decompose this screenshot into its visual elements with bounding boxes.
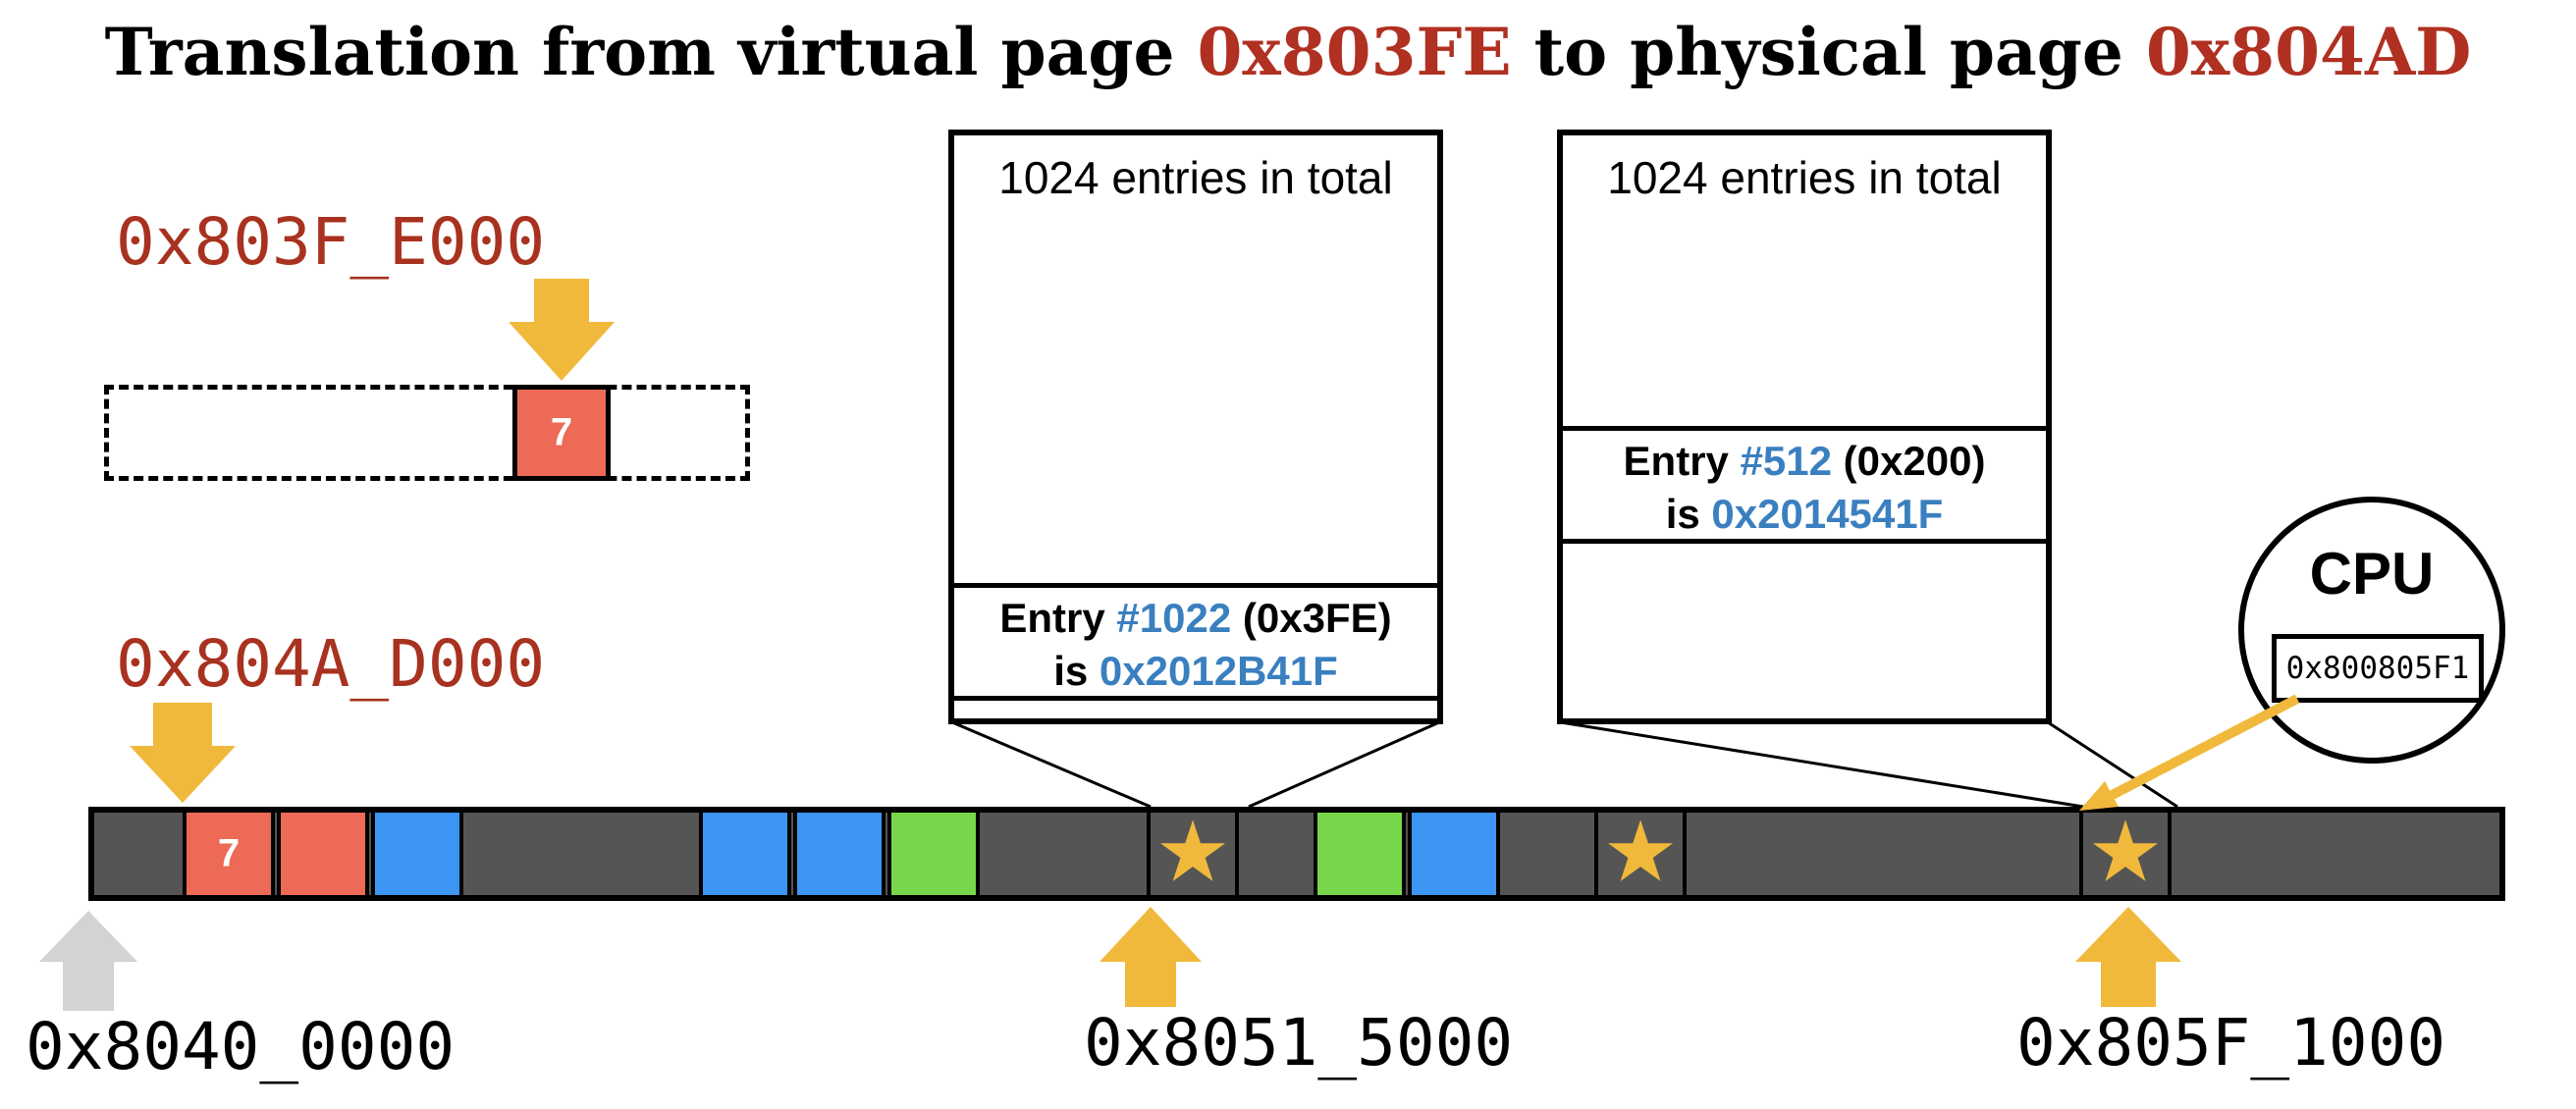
entry-value: 0x2012B41F xyxy=(1099,648,1338,694)
page-table-right: 1024 entries in total Entry #512 (0x200)… xyxy=(1557,130,2052,724)
entry-hex: (0x3FE) xyxy=(1231,595,1392,641)
memory-base-address: 0x8040_0000 xyxy=(26,1009,456,1084)
entry-hex: (0x200) xyxy=(1832,438,1986,484)
star-1-address: 0x8051_5000 xyxy=(1084,1005,1514,1081)
page-table-left-header: 1024 entries in total xyxy=(998,152,1393,203)
title-virtual-page: 0x803FE xyxy=(1197,14,1512,90)
physical-memory-strip: 7 ★ ★ ★ xyxy=(88,807,2505,901)
right-table-connector-b xyxy=(2047,720,2178,809)
title-prefix: Translation from virtual page xyxy=(104,14,1198,90)
virtual-address-label: 0x803F_E000 xyxy=(116,204,546,280)
memory-block-1: 7 xyxy=(183,813,275,895)
left-table-connector-b xyxy=(1248,720,1440,809)
memory-block-star-3: ★ xyxy=(2079,803,2172,902)
entry-prefix: Entry xyxy=(1623,438,1741,484)
cpu-title: CPU xyxy=(2309,541,2435,607)
physical-address-down-arrow-icon xyxy=(130,703,236,803)
right-table-connector-a xyxy=(1560,720,2084,809)
memory-block-4 xyxy=(699,813,791,895)
page-table-right-header: 1024 entries in total xyxy=(1607,152,2002,203)
star-1-up-arrow-icon xyxy=(1100,907,1202,1007)
page-table-right-entry: Entry #512 (0x200) is 0x2014541F xyxy=(1563,426,2046,544)
memory-block-label: 7 xyxy=(217,831,241,875)
memory-block-2 xyxy=(277,813,369,895)
star-icon: ★ xyxy=(2087,803,2164,902)
diagram-title: Translation from virtual page 0x803FE to… xyxy=(0,14,2576,90)
memory-block-6 xyxy=(887,813,980,895)
memory-block-star-2: ★ xyxy=(1594,803,1687,902)
virtual-address-down-arrow-icon xyxy=(509,279,615,381)
title-physical-page: 0x804AD xyxy=(2145,14,2472,90)
entry-index: #512 xyxy=(1740,438,1833,484)
virtual-page-block: 7 xyxy=(512,385,611,481)
left-table-connector-a xyxy=(951,720,1152,809)
entry-index: #1022 xyxy=(1116,595,1232,641)
memory-block-8 xyxy=(1408,813,1500,895)
entry-value: 0x2014541F xyxy=(1711,491,1944,537)
star-3-address: 0x805F_1000 xyxy=(2016,1005,2446,1081)
memory-block-5 xyxy=(793,813,886,895)
memory-block-star-1: ★ xyxy=(1147,803,1239,902)
cpu-register: 0x800805F1 xyxy=(2272,634,2484,703)
entry-prefix: Entry xyxy=(999,595,1117,641)
cpu-circle: CPU 0x800805F1 xyxy=(2238,497,2505,764)
virtual-page-dashed-box xyxy=(104,385,750,481)
virtual-page-block-label: 7 xyxy=(550,410,573,454)
star-3-up-arrow-icon xyxy=(2075,907,2181,1007)
star-icon: ★ xyxy=(1602,803,1679,902)
physical-address-label: 0x804A_D000 xyxy=(116,626,546,702)
page-table-left: 1024 entries in total Entry #1022 (0x3FE… xyxy=(948,130,1443,724)
title-middle: to physical page xyxy=(1511,14,2146,90)
memory-base-up-arrow-icon xyxy=(39,911,137,1011)
entry-is-word: is xyxy=(1665,491,1712,537)
page-table-left-entry: Entry #1022 (0x3FE) is 0x2012B41F xyxy=(954,583,1437,701)
star-icon: ★ xyxy=(1154,803,1231,902)
memory-block-3 xyxy=(371,813,463,895)
entry-is-word: is xyxy=(1053,648,1100,694)
memory-block-7 xyxy=(1314,813,1406,895)
